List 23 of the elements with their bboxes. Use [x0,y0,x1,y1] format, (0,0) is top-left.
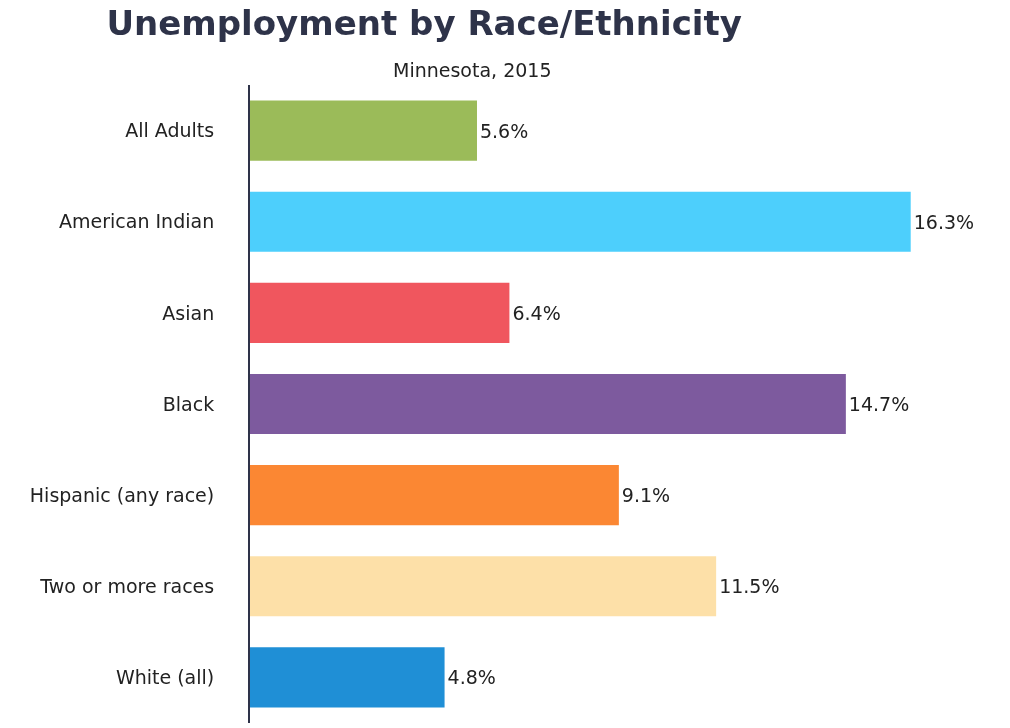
bar [250,647,445,708]
data-label: 4.8% [447,666,496,689]
y-tick-label: All Adults [125,119,215,142]
data-label: 14.7% [848,393,910,415]
chart-subtitle: Minnesota, 2015 [393,59,552,81]
bar [250,373,846,435]
bar [250,556,717,617]
data-label: 11.5% [719,575,780,598]
y-tick-label: American Indian [59,210,215,233]
y-tick-label: Asian [162,301,215,324]
y-tick-label: White (all) [115,666,215,689]
data-label: 6.4% [512,301,561,324]
bar [250,282,510,343]
bar [250,100,477,161]
chart-title: Unemployment by Race/Ethnicity [106,2,742,43]
bar [250,191,911,252]
data-label: 16.3% [913,210,975,233]
bar [250,465,619,526]
data-label: 9.1% [621,484,671,507]
data-label: 5.6% [479,119,529,142]
y-tick-label: Black [162,392,215,415]
y-tick-label: Two or more races [39,574,215,597]
y-tick-label: Hispanic (any race) [29,483,215,506]
